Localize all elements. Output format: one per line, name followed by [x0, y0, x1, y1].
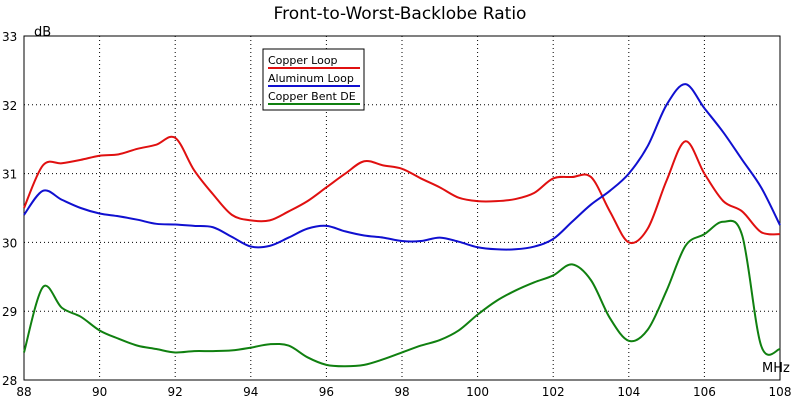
y-tick-label: 32 — [2, 99, 17, 113]
grid — [23, 35, 781, 381]
y-tick-label: 28 — [2, 374, 17, 388]
x-tick-label: 108 — [769, 385, 792, 399]
chart-title: Front-to-Worst-Backlobe Ratio — [274, 4, 527, 24]
x-tick-label: 102 — [542, 385, 565, 399]
x-tick-label: 104 — [617, 385, 640, 399]
x-tick-label: 96 — [319, 385, 334, 399]
legend-label-copper-bent-de: Copper Bent DE — [268, 90, 356, 103]
series-line-copper-loop — [23, 135, 781, 245]
y-tick-label: 30 — [2, 236, 17, 250]
x-tick-label: 94 — [243, 385, 258, 399]
y-tick-label: 29 — [2, 305, 17, 319]
tick-labels: 88 90 92 94 96 98 100 102 104 106 108 28 29 30 31 32 33 — [2, 30, 791, 399]
series-layer — [23, 83, 781, 368]
legend-label-aluminum-loop: Aluminum Loop — [268, 72, 354, 85]
x-tick-label: 92 — [168, 385, 183, 399]
legend-box — [262, 48, 365, 111]
x-tick-label: 106 — [693, 385, 716, 399]
legend: Copper Loop Aluminum Loop Copper Bent DE — [262, 48, 365, 111]
legend-label-copper-loop: Copper Loop — [268, 54, 338, 67]
y-axis-label: dB — [34, 25, 51, 40]
x-tick-label: 88 — [16, 385, 31, 399]
x-tick-label: 100 — [466, 385, 489, 399]
y-tick-label: 31 — [2, 168, 17, 182]
x-tick-label: 98 — [394, 385, 409, 399]
x-tick-label: 90 — [92, 385, 107, 399]
series-line-copper-bent-de — [23, 219, 781, 368]
y-tick-label: 33 — [2, 30, 17, 44]
series-line-aluminum-loop — [23, 83, 781, 251]
x-axis-label: MHz — [762, 361, 790, 376]
